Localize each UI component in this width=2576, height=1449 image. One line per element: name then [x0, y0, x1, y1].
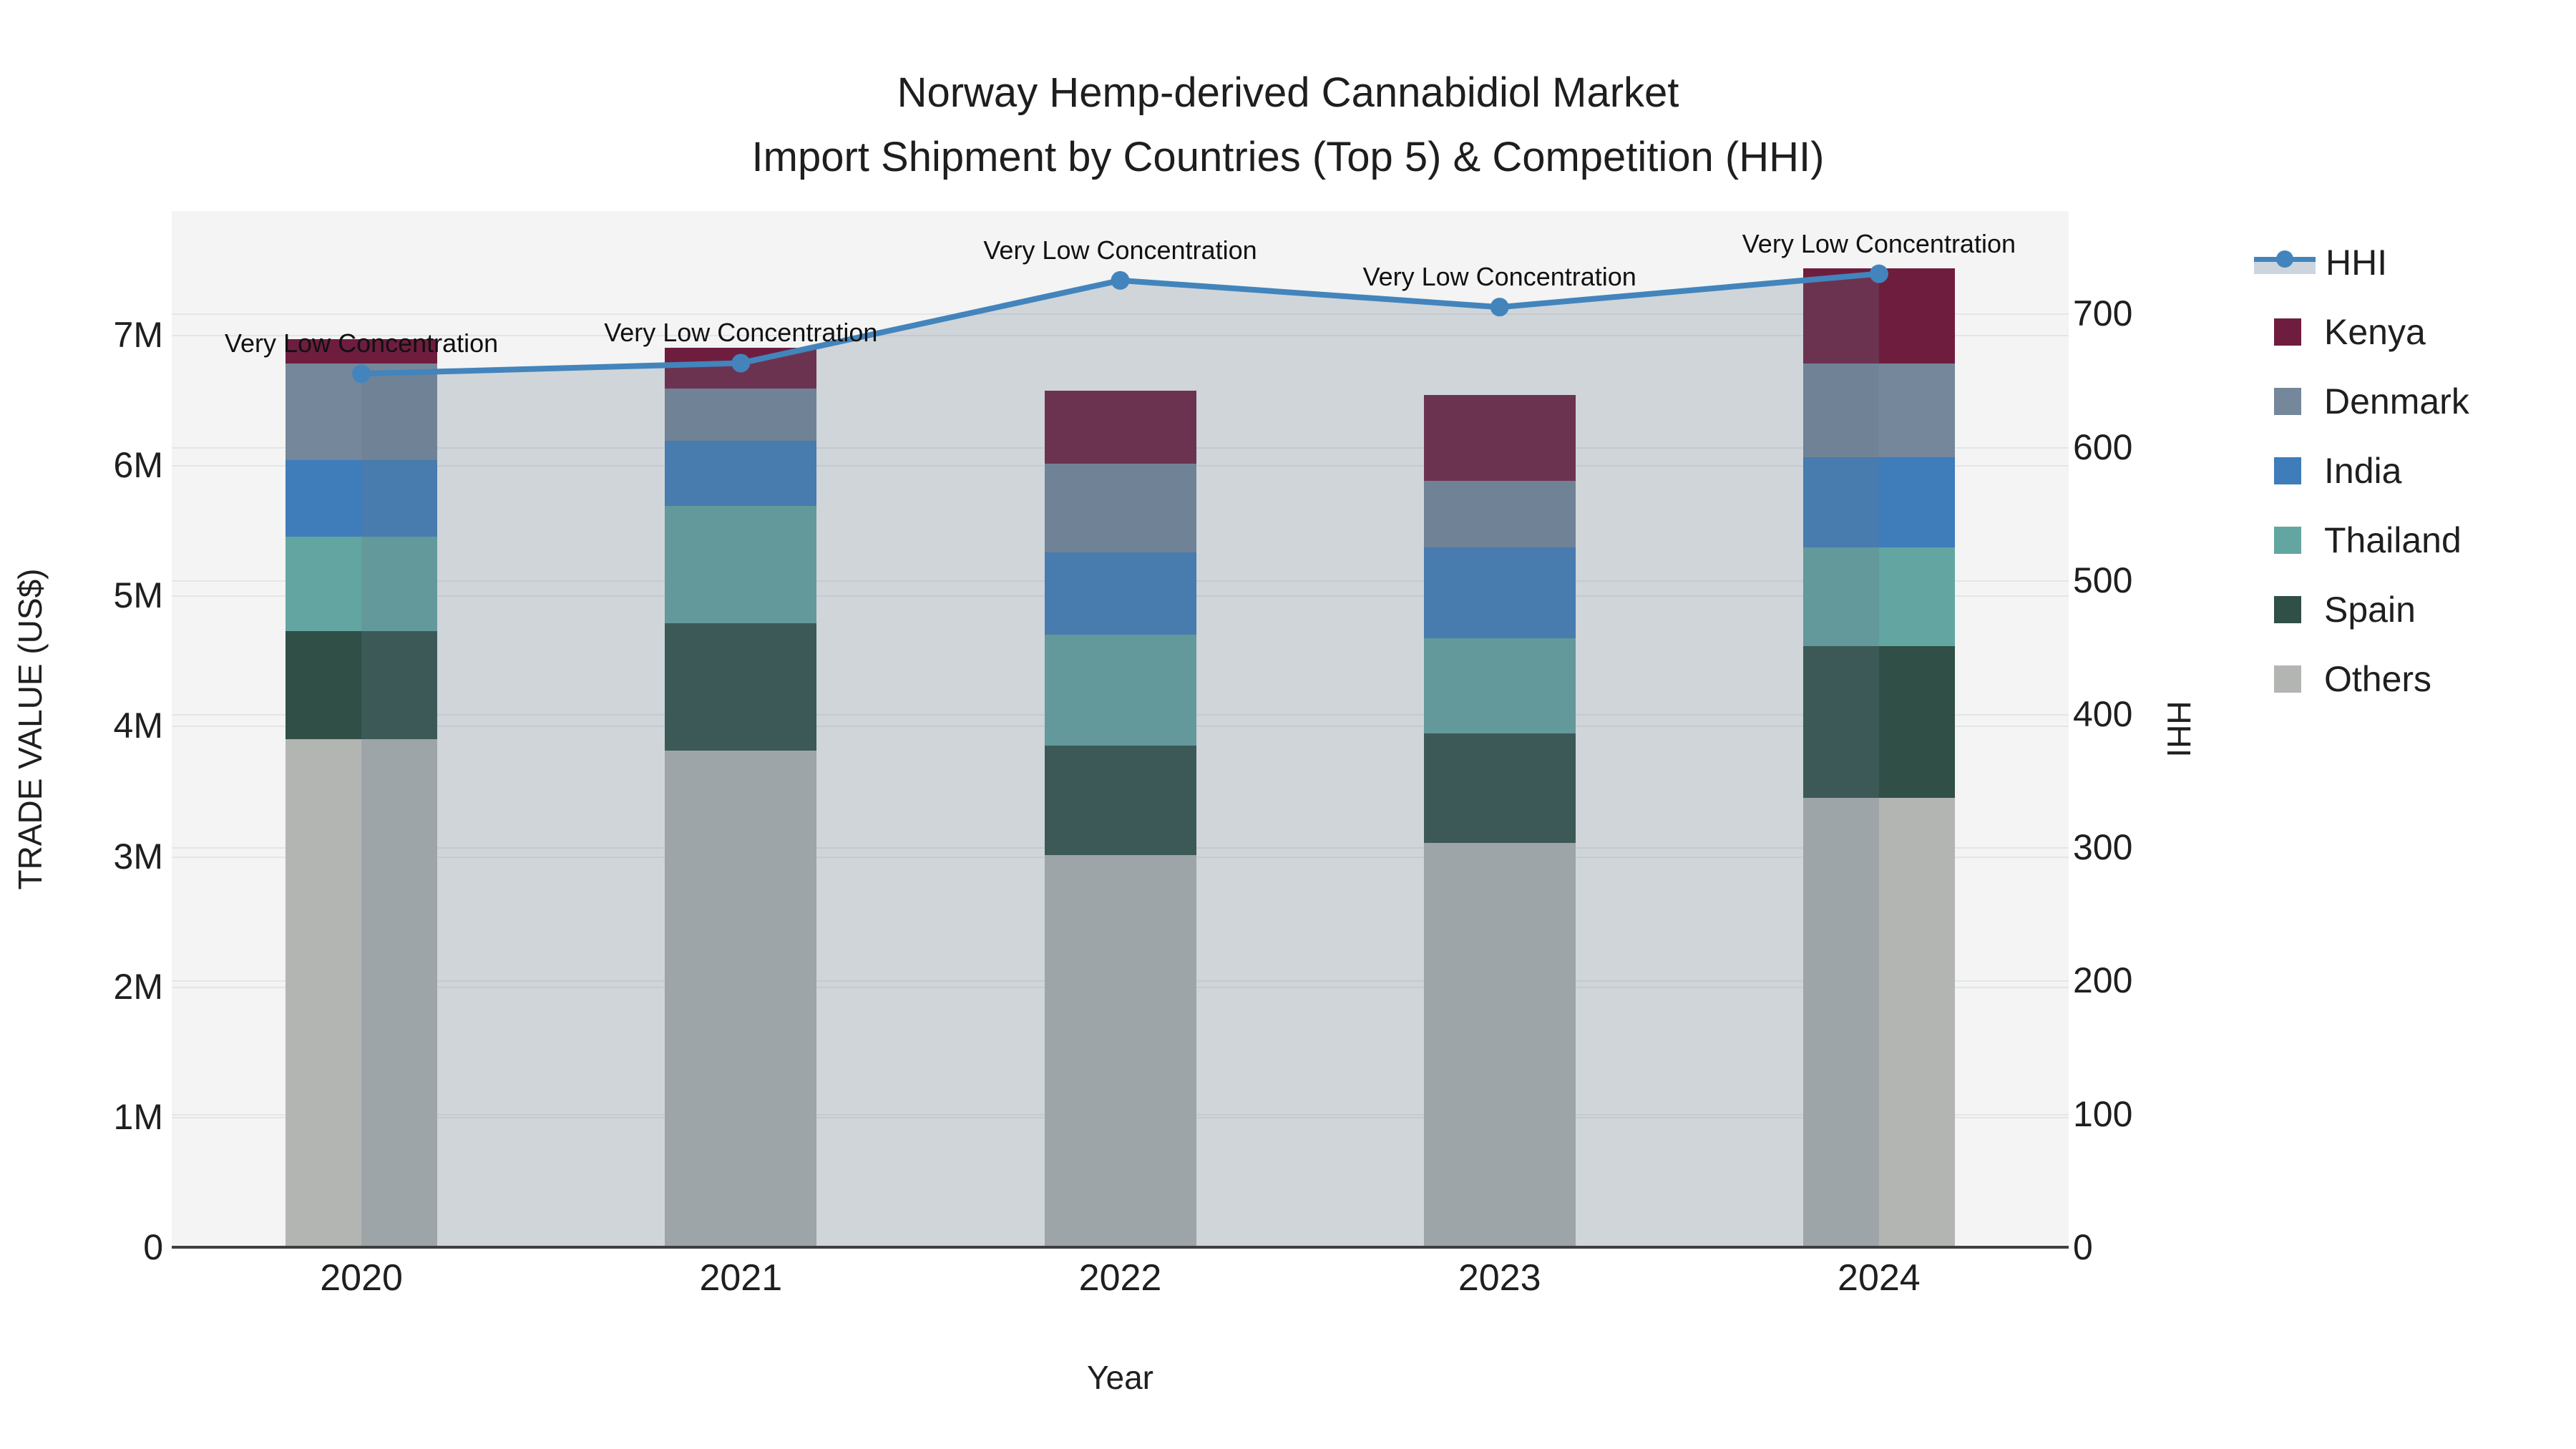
- y-right-tick-600: 600: [2073, 426, 2133, 467]
- y-left-tick-7M: 7M: [113, 315, 163, 356]
- legend-label-india: India: [2324, 450, 2402, 491]
- legend-swatch-denmark: [2274, 387, 2301, 415]
- y-left-axis-title: TRADE VALUE (US$): [11, 568, 49, 890]
- hhi-marker-2024[interactable]: [1869, 264, 1888, 283]
- x-tick-2024: 2024: [1838, 1257, 1921, 1299]
- bar-segment-thailand-2022[interactable]: [1044, 634, 1196, 746]
- y-left-tick-3M: 3M: [113, 836, 163, 877]
- legend-label-spain: Spain: [2324, 589, 2416, 630]
- legend-item-kenya[interactable]: Kenya: [2254, 297, 2469, 366]
- bar-segment-others-2024[interactable]: [1802, 797, 1955, 1247]
- legend-swatch-india: [2274, 457, 2301, 484]
- bar-segment-spain-2021[interactable]: [665, 623, 817, 751]
- hhi-marker-2021[interactable]: [731, 353, 751, 373]
- x-tick-2021: 2021: [699, 1257, 783, 1299]
- bar-segment-spain-2023[interactable]: [1423, 733, 1576, 844]
- bar-segment-kenya-2024[interactable]: [1802, 268, 1955, 364]
- y-right-axis-title: HHI: [2160, 701, 2197, 758]
- bar-segment-thailand-2021[interactable]: [665, 505, 817, 623]
- hhi-area-fill: [361, 273, 1879, 1248]
- y-left-tick-1M: 1M: [113, 1096, 163, 1137]
- y-left-tick-4M: 4M: [113, 706, 163, 746]
- bar-segment-india-2021[interactable]: [665, 440, 817, 506]
- bar-segment-kenya-2023[interactable]: [1423, 394, 1576, 482]
- bar-segment-thailand-2024[interactable]: [1802, 547, 1955, 647]
- y-right-tick-0: 0: [2073, 1227, 2093, 1267]
- bar-segment-india-2022[interactable]: [1044, 552, 1196, 635]
- x-tick-2023: 2023: [1458, 1257, 1541, 1299]
- legend-swatch-thailand: [2274, 526, 2301, 554]
- y-left-tick-2M: 2M: [113, 966, 163, 1007]
- x-tick-2020: 2020: [320, 1257, 403, 1299]
- gridline: [172, 335, 2069, 337]
- bar-segment-denmark-2022[interactable]: [1044, 464, 1196, 553]
- legend-item-thailand[interactable]: Thailand: [2254, 505, 2469, 575]
- chart-title-line1: Norway Hemp-derived Cannabidiol Market: [897, 69, 1679, 116]
- bar-segment-india-2024[interactable]: [1802, 457, 1955, 547]
- bar-segment-denmark-2021[interactable]: [665, 388, 817, 441]
- legend-label-others: Others: [2324, 658, 2432, 699]
- y-right-tick-700: 700: [2073, 293, 2133, 334]
- legend-label-kenya: Kenya: [2324, 311, 2426, 352]
- x-axis-zeroline: [172, 1246, 2069, 1249]
- legend-item-others[interactable]: Others: [2254, 644, 2469, 713]
- hhi-marker-2022[interactable]: [1111, 270, 1130, 290]
- y-right-tick-100: 100: [2073, 1093, 2133, 1134]
- plot-area: Very Low Concentration Very Low Concentra…: [172, 211, 2069, 1249]
- bar-segment-others-2023[interactable]: [1423, 843, 1576, 1247]
- hhi-line-legend-icon: [2254, 247, 2316, 278]
- gridline: [172, 313, 2069, 316]
- hhi-marker-2023[interactable]: [1490, 298, 1509, 317]
- y-right-tick-200: 200: [2073, 960, 2133, 1001]
- legend-label-hhi: HHI: [2326, 242, 2388, 283]
- hhi-marker-2020[interactable]: [352, 364, 371, 384]
- annotation-2021: Very Low Concentration: [604, 318, 878, 348]
- x-axis-title: Year: [1087, 1359, 1153, 1396]
- hhi-marker-swatch: [2276, 250, 2293, 268]
- legend-swatch-kenya: [2274, 318, 2301, 346]
- bar-segment-spain-2022[interactable]: [1044, 745, 1196, 855]
- bar-segment-spain-2024[interactable]: [1802, 646, 1955, 798]
- legend-label-thailand: Thailand: [2324, 519, 2462, 560]
- bar-segment-spain-2020[interactable]: [286, 630, 438, 739]
- y-right-tick-400: 400: [2073, 693, 2133, 734]
- hhi-line-layer: [352, 264, 1888, 1248]
- bar-segment-thailand-2023[interactable]: [1423, 638, 1576, 734]
- annotation-2020: Very Low Concentration: [224, 328, 499, 358]
- bar-segment-others-2022[interactable]: [1044, 854, 1196, 1247]
- x-tick-2022: 2022: [1078, 1257, 1162, 1299]
- y-left-tick-0: 0: [143, 1227, 163, 1267]
- annotation-2022: Very Low Concentration: [983, 235, 1257, 265]
- chart-title-line2: Import Shipment by Countries (Top 5) & C…: [751, 134, 1825, 180]
- y-right-tick-500: 500: [2073, 560, 2133, 601]
- y-left-tick-6M: 6M: [113, 445, 163, 486]
- bar-segment-denmark-2024[interactable]: [1802, 364, 1955, 458]
- legend: HHI Kenya Denmark India Thailand Spain Others: [2254, 228, 2469, 713]
- bar-segment-kenya-2022[interactable]: [1044, 391, 1196, 464]
- annotation-2024: Very Low Concentration: [1742, 228, 2016, 258]
- y-left-tick-5M: 5M: [113, 575, 163, 616]
- bar-segment-kenya-2020[interactable]: [286, 338, 438, 364]
- y-right-tick-300: 300: [2073, 826, 2133, 867]
- legend-item-spain[interactable]: Spain: [2254, 575, 2469, 644]
- legend-swatch-others: [2274, 665, 2301, 693]
- legend-label-denmark: Denmark: [2324, 381, 2469, 421]
- annotation-2023: Very Low Concentration: [1362, 262, 1636, 292]
- legend-item-denmark[interactable]: Denmark: [2254, 366, 2469, 436]
- bar-segment-others-2020[interactable]: [286, 738, 438, 1247]
- bar-segment-others-2021[interactable]: [665, 751, 817, 1247]
- legend-item-hhi[interactable]: HHI: [2254, 228, 2469, 297]
- bar-segment-denmark-2023[interactable]: [1423, 481, 1576, 547]
- bar-segment-india-2023[interactable]: [1423, 547, 1576, 639]
- bar-segment-india-2020[interactable]: [286, 459, 438, 537]
- legend-item-india[interactable]: India: [2254, 436, 2469, 505]
- bar-segment-thailand-2020[interactable]: [286, 537, 438, 631]
- legend-swatch-spain: [2274, 595, 2301, 623]
